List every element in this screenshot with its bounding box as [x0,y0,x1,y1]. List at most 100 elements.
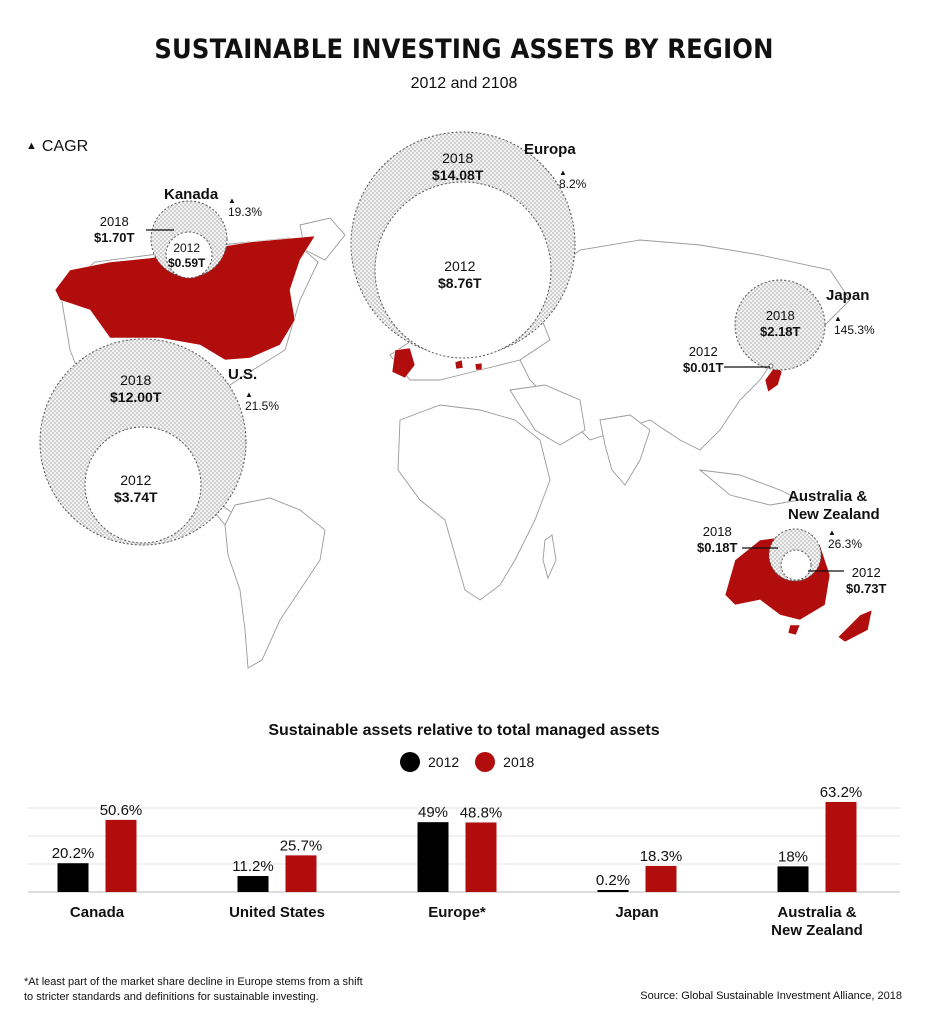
canada-highlight [54,235,316,361]
year-label: 2018 [99,214,129,229]
year-label: 2018 [442,150,474,166]
legend-swatch-2018 [475,752,496,772]
footnote: *At least part of the market share decli… [24,975,363,1005]
value-label: $0.73T [846,581,887,596]
data-label-2018-3: 18.3% [640,848,683,865]
year-label: 2012 [688,344,718,359]
world-map [39,131,873,669]
category-label-4: Australia & New Zealand [771,904,863,939]
page-subtitle: 2012 and 2108 [410,75,518,92]
data-label-2018-2: 48.8% [460,804,503,821]
leader-lines [146,229,844,572]
category-label-2: Europe* [428,904,486,921]
bar-chart-grid [28,807,900,893]
bubbles [39,131,826,582]
value-label: $0.59T [168,256,206,270]
region-name-japan: Japan [826,287,870,304]
bar-2012-0 [57,863,89,892]
year-label: 2012 [444,258,476,274]
year-label: 2018 [120,372,152,388]
legend-item-2012: 2012 [400,752,459,772]
triangle-up-icon: ▲ [26,140,37,152]
cagr-aunz: ▲ 26.3% [828,528,862,551]
data-label-2012-3: 0.2% [596,872,630,889]
cagr-legend: ▲ CAGR [26,138,88,156]
value-label: $14.08T [432,167,484,183]
kanada-2012-bubble [165,231,213,279]
cagr-kanada: ▲ 19.3% [228,196,262,219]
value-label: $2.18T [760,324,801,339]
us-2012-bubble [84,426,202,544]
region-name-aunz: Australia & New Zealand [788,488,880,523]
legend-swatch-2012 [400,752,420,772]
cagr-value-europa: 8.2% [559,177,587,191]
us-2018-label: 2018 $12.00T [110,372,161,406]
data-label-2012-2: 49% [418,804,448,821]
japan-2012-label: 2012 $0.01T [683,344,723,376]
cagr-value-aunz: 26.3% [828,537,863,551]
year-label: 2018 [765,308,795,323]
value-label: $1.70T [94,230,135,245]
aunz-2012-label: 2012 $0.73T [846,565,886,597]
cagr-legend-label: CAGR [41,138,89,155]
page-title: SUSTAINABLE INVESTING ASSETS BY REGION [154,34,774,65]
bar-chart-bars: 20.2% 50.6% 11.2% 25.7% 49% 48.8% 0.2% 18.3% 18%… [52,784,863,892]
bar-2018-2 [465,822,497,892]
bar-2018-0 [105,819,137,892]
cagr-japan: ▲ 145.3% [834,314,875,337]
bar-chart-title: Sustainable assets relative to total man… [268,722,660,739]
year-label: 2012 [851,565,881,580]
europa-2012-label: 2012 $8.76T [438,258,482,292]
legend-label-2012: 2012 [428,754,460,770]
bar-2012-2 [417,822,449,892]
data-label-2012-1: 11.2% [232,858,273,875]
south-america-outline [224,497,326,669]
region-name-kanada: Kanada [164,186,219,203]
tasmania-highlight [787,624,801,636]
cagr-europa: ▲ 8.2% [559,168,586,191]
kanada-2012-label: 2012 $0.59T [168,241,205,271]
data-label-2018-4: 63.2% [820,784,863,801]
japan-2018-label: 2018 $2.18T [760,308,800,340]
data-label-2012-4: 18% [778,848,808,865]
value-label: $0.18T [697,540,738,555]
india-outline [599,414,651,486]
region-name-us: U.S. [228,366,258,383]
europa-2018-label: 2018 $14.08T [432,150,483,184]
madagascar-outline [542,534,557,580]
value-label: $12.00T [110,389,162,405]
data-label-2018-1: 25.7% [280,837,323,854]
se-asia-islands-outline [698,469,802,506]
category-label-3: Japan [615,904,659,921]
category-label-1: United States [229,904,325,921]
aunz-2012-bubble [780,549,812,581]
value-label: $0.01T [683,360,724,375]
africa-outline [397,404,551,601]
europa-2012-bubble [374,181,552,359]
year-label: 2012 [173,241,201,255]
category-label-0: Canada [69,904,125,921]
triangle-up-icon: ▲ [245,390,253,399]
year-label: 2018 [702,524,732,539]
cagr-value-kanada: 19.3% [228,205,263,219]
value-label: $3.74T [114,489,158,505]
triangle-up-icon: ▲ [559,168,567,177]
bar-2018-4 [825,801,857,892]
japan-2018-bubble [734,279,826,371]
bar-2012-4 [777,866,809,892]
bar-2012-3 [597,890,629,892]
legend-label-2018: 2018 [503,754,535,770]
data-label-2018-0: 50.6% [100,802,143,819]
europe-highlight-dots [454,359,483,371]
cagr-value-japan: 145.3% [834,323,875,337]
iberia-highlight [391,347,416,379]
new-zealand-highlight [837,609,873,643]
legend-item-2018: 2018 [475,752,534,772]
triangle-up-icon: ▲ [834,314,842,323]
footnote-line-2: to stricter standards and definitions fo… [24,991,319,1003]
aunz-2018-label: 2018 $0.18T [697,524,737,556]
bar-2012-1 [237,876,269,892]
data-label-2012-0: 20.2% [52,845,95,862]
middle-east-outline [509,384,586,446]
